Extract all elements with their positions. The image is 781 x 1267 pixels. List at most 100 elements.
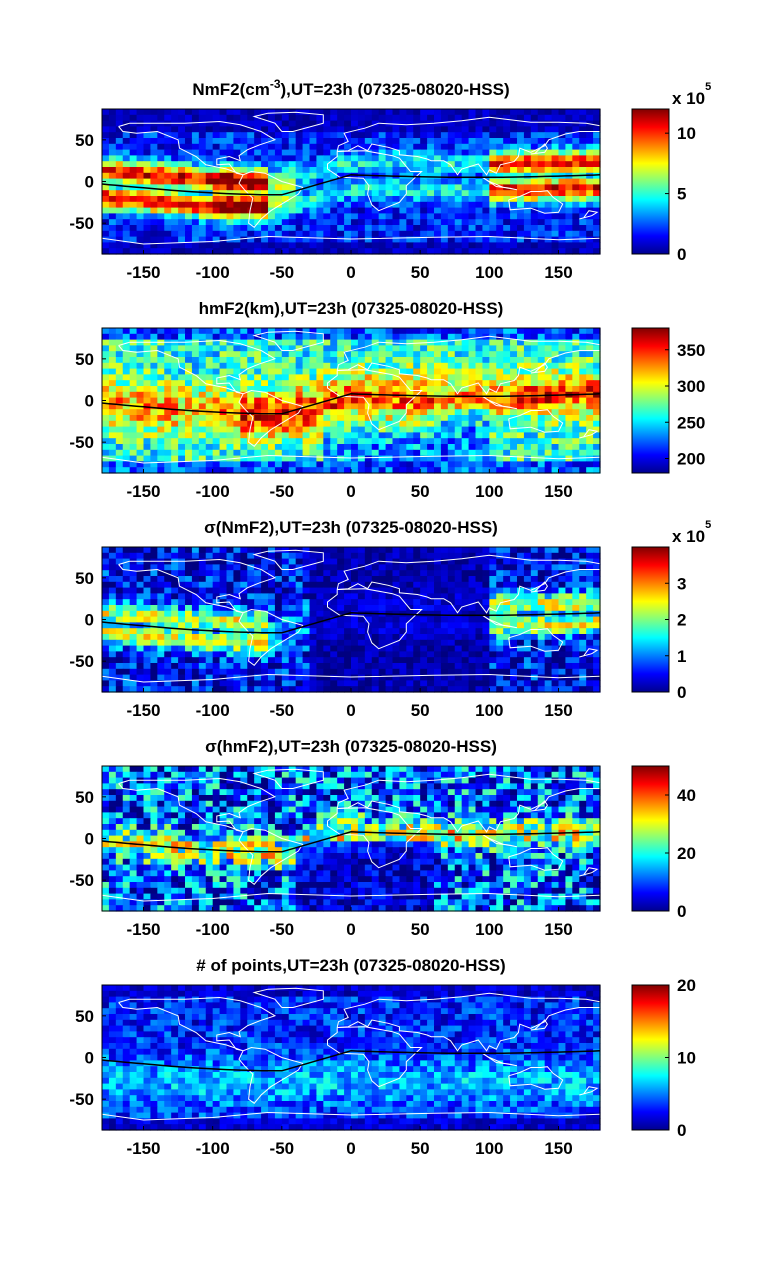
heatmap-cell — [268, 184, 276, 191]
heatmap-cell — [357, 438, 366, 445]
heatmap-cell — [337, 172, 345, 180]
heatmap-cell — [420, 639, 428, 647]
heatmap-cell — [337, 167, 345, 174]
heatmap-cell — [565, 132, 573, 139]
heatmap-cell — [261, 138, 269, 145]
heatmap-cell — [454, 552, 463, 560]
heatmap-cell — [323, 570, 331, 577]
heatmap-cell — [108, 219, 117, 226]
heatmap-cell — [496, 564, 504, 571]
heatmap-cell — [344, 605, 352, 612]
heatmap-cell — [482, 155, 490, 162]
heatmap-cell — [523, 120, 532, 127]
heatmap-cell — [357, 114, 366, 122]
heatmap-cell — [191, 605, 200, 612]
heatmap-cell — [399, 593, 407, 600]
heatmap-cell — [274, 639, 283, 647]
heatmap-cell — [171, 362, 179, 370]
heatmap-cell — [157, 558, 165, 565]
heatmap-cell — [219, 449, 228, 457]
heatmap-cell — [309, 397, 318, 404]
heatmap-cell — [406, 167, 414, 174]
heatmap-cell — [510, 426, 518, 433]
heatmap-cell — [171, 207, 179, 214]
heatmap-cell — [261, 184, 269, 191]
heatmap-cell — [274, 120, 283, 127]
heatmap-cell — [551, 409, 560, 416]
heatmap-cell — [447, 368, 456, 375]
heatmap-cell — [281, 403, 290, 410]
coastline — [508, 409, 564, 433]
heatmap-cell — [219, 328, 228, 335]
heatmap-cell — [198, 248, 207, 255]
heatmap-cell — [191, 132, 200, 139]
heatmap-cell — [371, 415, 380, 422]
heatmap-cell — [364, 645, 373, 652]
heatmap-cell — [371, 132, 380, 139]
heatmap-cell — [344, 167, 352, 174]
heatmap-cell — [247, 351, 255, 358]
heatmap-cell — [482, 120, 490, 127]
coastlines — [101, 330, 601, 464]
heatmap-cell — [316, 610, 324, 618]
heatmap-cell — [434, 576, 442, 583]
heatmap-cell — [240, 248, 248, 255]
heatmap-cell — [212, 587, 221, 594]
x-tick-label: -50 — [270, 482, 295, 501]
heatmap-cells — [102, 328, 601, 474]
heatmap-cell — [399, 114, 407, 122]
heatmap-cell — [164, 362, 172, 370]
heatmap-cell — [572, 357, 580, 364]
heatmap-cell — [551, 213, 560, 220]
heatmap-cell — [510, 593, 518, 600]
heatmap-cell — [288, 248, 297, 255]
heatmap-cell — [316, 645, 324, 652]
heatmap-cell — [157, 126, 165, 133]
x-tick-label: 100 — [475, 482, 503, 501]
heatmap-cell — [593, 109, 601, 116]
heatmap-cell — [344, 184, 352, 191]
heatmap-cell — [261, 333, 269, 341]
heatmap-cell — [371, 576, 380, 583]
heatmap-cell — [102, 639, 110, 647]
heatmap-cell — [136, 564, 145, 571]
heatmap-cell — [586, 380, 594, 387]
heatmap-cell — [330, 132, 338, 139]
heatmap-cell — [247, 467, 255, 474]
heatmap-cell — [399, 634, 407, 641]
heatmap-cell — [108, 196, 117, 203]
heatmap-cell — [406, 420, 414, 428]
heatmap-cell — [537, 415, 546, 422]
heatmap-cell — [233, 230, 241, 238]
heatmap-cell — [357, 455, 366, 462]
heatmap-cell — [198, 432, 207, 439]
heatmap-cell — [544, 397, 553, 404]
heatmap-cell — [593, 558, 601, 565]
heatmap-cell — [496, 184, 504, 191]
heatmap-cell — [309, 622, 318, 629]
heatmap-cell — [572, 196, 580, 203]
heatmap-cell — [385, 207, 394, 214]
heatmap-cell — [344, 362, 352, 370]
heatmap-cell — [102, 333, 110, 341]
heatmap-cell — [427, 225, 435, 232]
heatmap-cell — [357, 328, 366, 335]
heatmap-cell — [468, 167, 477, 174]
heatmap-cell — [558, 114, 567, 122]
heatmap-cell — [420, 610, 428, 618]
heatmap-cell — [171, 616, 179, 623]
heatmap-cell — [558, 213, 567, 220]
heatmap-cell — [586, 333, 594, 341]
heatmap-cell — [551, 432, 560, 439]
heatmap-cell — [337, 599, 345, 606]
heatmap-cell — [385, 248, 394, 255]
heatmap-cell — [295, 167, 304, 174]
heatmap-cell — [337, 362, 345, 370]
heatmap-cell — [212, 126, 221, 133]
heatmap-cell — [247, 138, 255, 145]
heatmap-cell — [351, 155, 359, 162]
heatmap-cell — [108, 386, 117, 393]
heatmap-cell — [468, 368, 477, 375]
coastline — [327, 150, 423, 212]
heatmap-cell — [157, 426, 165, 433]
